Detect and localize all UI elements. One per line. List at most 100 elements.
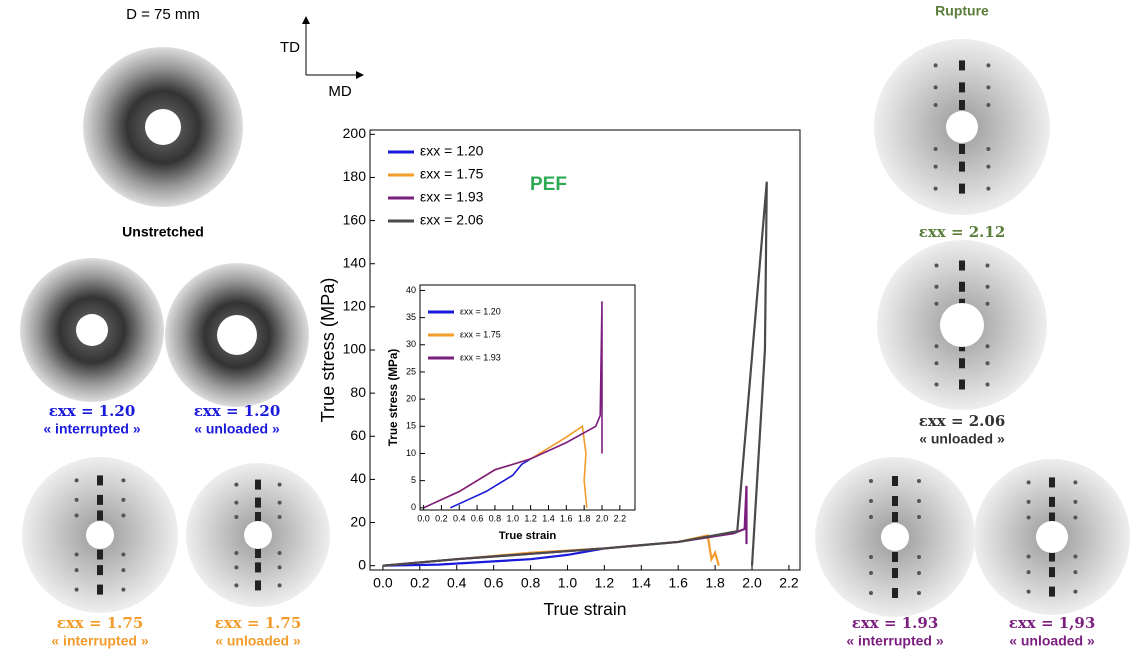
reflection [869, 499, 873, 503]
reflection [1049, 477, 1055, 488]
beam-stop [145, 109, 181, 145]
beam-stop [881, 523, 909, 551]
y-tick-label: 35 [406, 312, 416, 322]
pattern-label: εxx = 2.12 [919, 223, 1006, 241]
reflection [234, 565, 239, 570]
reflection [1026, 589, 1031, 594]
reflection [255, 548, 261, 558]
reflection [255, 497, 261, 508]
y-tick-label: 10 [406, 448, 416, 458]
y-tick-label: 0 [358, 556, 366, 572]
reflection [869, 515, 873, 519]
reflection [959, 82, 965, 93]
pattern-note: « interrupted » [846, 633, 943, 649]
pattern-note: « interrupted » [51, 633, 148, 649]
series-line [382, 181, 768, 567]
reflection [892, 588, 898, 598]
legend-label: εxx = 1.93 [420, 189, 484, 205]
reflection [1049, 512, 1055, 523]
reflection [917, 571, 921, 575]
x-tick-label: 0.2 [435, 513, 448, 523]
reflection [234, 583, 239, 588]
x-tick-label: 1.8 [578, 513, 591, 523]
reflection [933, 147, 938, 151]
x-tick-label: 0.4 [447, 575, 467, 591]
reflection [934, 344, 939, 349]
pattern-label: εxx = 1.75 [57, 614, 144, 632]
reflection [917, 591, 921, 595]
reflection [97, 494, 103, 505]
pattern-label: εxx = 1.20 [49, 402, 136, 420]
reflection [933, 103, 938, 107]
reflection [74, 513, 79, 518]
reflection [255, 479, 261, 490]
x-tick-label: 1.2 [595, 575, 615, 591]
reflection [121, 497, 126, 502]
reflection [97, 565, 103, 576]
y-tick-label: 0 [411, 502, 416, 512]
reflection [869, 571, 873, 575]
reflection [1026, 480, 1031, 485]
reflection [933, 164, 938, 169]
y-tick-label: 25 [406, 366, 416, 376]
x-tick-label: 0.8 [489, 513, 502, 523]
reflection [1073, 570, 1078, 575]
reflection [121, 587, 126, 592]
x-tick-label: 1.8 [705, 575, 725, 591]
x-tick-label: 1.4 [632, 575, 652, 591]
x-tick-label: 1.2 [524, 513, 537, 523]
reflection [1049, 567, 1055, 578]
x-tick-label: 2.2 [779, 575, 799, 591]
pattern-note: « interrupted » [43, 421, 140, 437]
series-line [423, 301, 603, 509]
pattern-caption: Unstretched [122, 224, 204, 240]
reflection [986, 63, 991, 68]
reflection [934, 301, 939, 306]
reflection [1026, 570, 1031, 575]
reflection [934, 284, 939, 289]
reflection [985, 284, 990, 289]
reflection [959, 60, 965, 71]
reflection [277, 565, 282, 570]
reflection [121, 513, 126, 518]
reflection [121, 552, 126, 557]
reflection [986, 186, 991, 191]
reflection [892, 476, 898, 486]
reflection [234, 500, 239, 505]
y-tick-label: 40 [406, 285, 416, 295]
legend-label: εxx = 1.20 [420, 143, 484, 159]
pattern-note: « unloaded » [1009, 633, 1095, 649]
reflection [917, 555, 921, 559]
reflection [277, 500, 282, 505]
pattern-note: « unloaded » [215, 633, 301, 649]
pattern-label: εxx = 1,93 [1009, 614, 1096, 632]
reflection [985, 382, 990, 387]
reflection [1049, 586, 1055, 597]
x-tick-label: 1.0 [507, 513, 520, 523]
reflection [933, 85, 938, 90]
x-tick-label: 0.2 [410, 575, 430, 591]
pattern-label: εxx = 1.75 [215, 614, 302, 632]
reflection [986, 164, 991, 169]
x-tick-label: 0.0 [373, 575, 393, 591]
beam-stop [940, 303, 984, 347]
reflection [959, 161, 965, 172]
y-tick-label: 20 [406, 394, 416, 404]
x-tick-label: 1.4 [542, 513, 555, 523]
x-tick-label: 1.0 [558, 575, 578, 591]
reflection [959, 183, 965, 194]
reflection [892, 568, 898, 578]
annotation: PEF [530, 174, 567, 195]
reflection [985, 344, 990, 349]
reflection [986, 85, 991, 90]
reflection [934, 382, 939, 387]
pattern-caption: Rupture [935, 3, 989, 19]
td-label: TD [280, 39, 300, 56]
arrow-heads [302, 16, 364, 79]
y-tick-label: 80 [350, 384, 366, 400]
pattern-label: εxx = 1.20 [194, 402, 281, 420]
reflection [1049, 496, 1055, 507]
beam-stop [76, 314, 108, 346]
reflection [1026, 515, 1031, 520]
series-line [382, 547, 605, 567]
